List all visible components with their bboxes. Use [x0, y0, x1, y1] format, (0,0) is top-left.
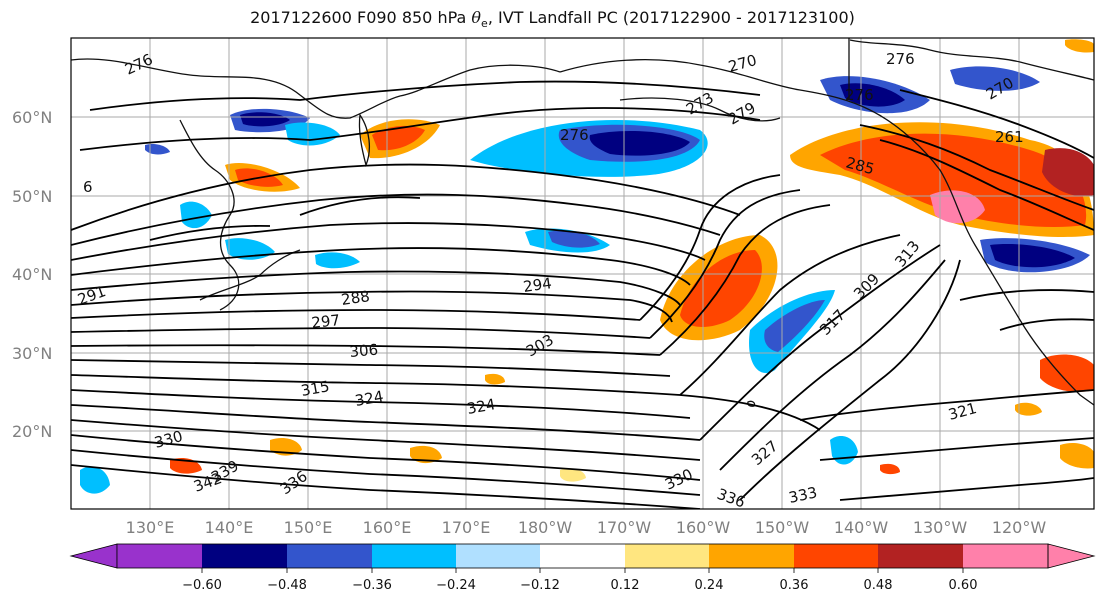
contour-label: 276 — [886, 50, 915, 68]
colorbar-segment — [287, 544, 372, 568]
lon-label: 140°E — [205, 518, 254, 537]
lon-label: 140°W — [834, 518, 889, 537]
positive-anomaly-patch — [1040, 354, 1094, 392]
coastline-japan — [199, 249, 301, 301]
contour-label: 276 — [560, 126, 589, 144]
negative-anomaly-patch — [990, 244, 1075, 268]
lon-label: 150°E — [284, 518, 333, 537]
contour-label: 315 — [300, 377, 331, 400]
positive-anomaly-patch — [880, 463, 900, 475]
negative-anomaly-patch — [240, 112, 290, 127]
colorbar-segment — [794, 544, 878, 568]
positive-anomaly-patch — [560, 468, 586, 482]
colorbar-outline — [116, 543, 1049, 569]
colorbar-tick-label: −0.48 — [267, 578, 307, 593]
theta-e-contours — [71, 80, 1094, 509]
lon-label: 160°E — [363, 518, 412, 537]
contour-label: 333 — [787, 483, 819, 507]
negative-anomaly-patch — [589, 130, 690, 156]
contour-label: 294 — [522, 274, 553, 296]
colorbar-tick-label: −0.12 — [520, 578, 560, 593]
contour-label: 261 — [995, 128, 1024, 146]
colorbar-tick-label: 0.36 — [780, 578, 809, 593]
lat-label: 20°N — [12, 422, 52, 441]
colorbar-segment — [625, 544, 709, 568]
positive-anomaly-patch — [1015, 402, 1042, 416]
positive-anomaly-patch — [372, 125, 425, 151]
colorbar-tick-label: −0.24 — [436, 578, 476, 593]
lon-labels: 130°E 140°E 150°E 160°E 170°E 180°W 170°… — [126, 518, 1047, 537]
negative-anomaly-patch — [548, 230, 600, 248]
colorbar-segment — [202, 544, 287, 568]
colorbar-segment — [372, 544, 456, 568]
coastlines — [71, 38, 1094, 407]
colorbar-segment — [540, 544, 625, 568]
negative-anomaly-patch — [145, 143, 170, 155]
negative-anomaly-patch — [840, 83, 905, 107]
contour-label: 297 — [311, 311, 341, 332]
negative-anomaly-patch — [315, 252, 360, 269]
lat-labels: 60°N 50°N 40°N 30°N 20°N — [12, 108, 52, 441]
figure-title: 2017122600 F090 850 hPa θe, IVT Landfall… — [250, 8, 855, 31]
lon-label: 170°E — [442, 518, 491, 537]
lon-label: 150°W — [755, 518, 810, 537]
colorbar-segment — [456, 544, 540, 568]
positive-anomaly-patch — [410, 445, 442, 464]
coastline-canada — [849, 39, 1094, 81]
positive-anomaly-patch — [820, 133, 1087, 227]
colorbar-segment — [709, 544, 794, 568]
lon-label: 130°E — [126, 518, 175, 537]
positive-anomaly-patch — [1042, 148, 1094, 197]
contour-label: 288 — [340, 287, 371, 309]
positive-anomaly-patch — [485, 373, 505, 385]
coastline-asia — [179, 119, 240, 311]
lat-label: 30°N — [12, 344, 52, 363]
negative-anomaly-patch — [764, 300, 825, 352]
coastline-alaska — [619, 97, 781, 122]
contour-label: 306 — [349, 341, 379, 361]
lon-label: 170°W — [597, 518, 652, 537]
colorbar-segment — [117, 544, 202, 568]
lon-label: 180°W — [518, 518, 573, 537]
lon-label: 160°W — [676, 518, 731, 537]
colorbar-tick-label: −0.36 — [352, 578, 392, 593]
colorbar-extend-left — [69, 543, 118, 569]
map-frame — [70, 37, 1095, 510]
coastline-asia — [71, 58, 561, 119]
negative-anomaly-patch — [80, 466, 110, 494]
colorbar-extend-right — [1047, 543, 1096, 569]
coastline-na-west — [869, 109, 1094, 406]
contour-label: 276 — [845, 86, 874, 104]
lon-label: 120°W — [992, 518, 1047, 537]
colorbar-tick-label: 0.24 — [695, 578, 724, 593]
negative-anomaly-patch — [950, 66, 1040, 91]
lat-label: 40°N — [12, 265, 52, 284]
coastline-alaska — [559, 59, 871, 111]
contour-label: 324 — [466, 395, 497, 418]
negative-anomaly-patch — [180, 201, 212, 229]
lon-label: 130°W — [913, 518, 968, 537]
lat-label: 50°N — [12, 187, 52, 206]
colorbar-segment — [963, 544, 1048, 568]
contour-label: 6 — [83, 178, 93, 196]
colorbar-tick-label: 0.60 — [949, 578, 978, 593]
colorbar-tick-label: 0.48 — [864, 578, 893, 593]
lat-label: 60°N — [12, 108, 52, 127]
colorbar-segment — [878, 544, 963, 568]
positive-anomaly-patch — [1065, 39, 1094, 53]
colorbar-tick-label: 0.12 — [611, 578, 640, 593]
colorbar: −0.60 −0.48 −0.36 −0.24 −0.12 0.12 0.24 … — [69, 543, 1096, 593]
positive-anomaly-patch — [1060, 442, 1094, 469]
contour-label: 324 — [354, 387, 385, 410]
colorbar-tick-label: −0.60 — [182, 578, 222, 593]
